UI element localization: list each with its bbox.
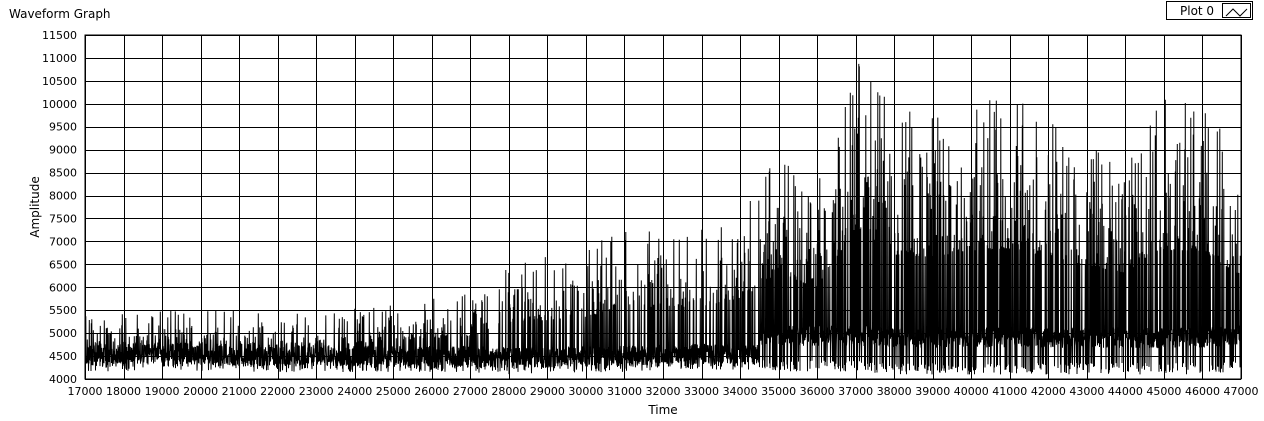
plot-legend[interactable]: Plot 0 bbox=[1166, 1, 1253, 20]
waveform-trace bbox=[84, 63, 1242, 375]
x-tick-label: 33000 bbox=[684, 385, 719, 398]
line-plot-icon[interactable] bbox=[1222, 3, 1251, 18]
y-tick-label: 10000 bbox=[42, 98, 77, 111]
x-tick-label: 44000 bbox=[1108, 385, 1143, 398]
x-tick-label: 46000 bbox=[1185, 385, 1220, 398]
x-tick-label: 20000 bbox=[183, 385, 218, 398]
y-tick-label: 4500 bbox=[49, 350, 77, 363]
y-tick-label: 4000 bbox=[49, 373, 77, 386]
y-tick-label: 11000 bbox=[42, 52, 77, 65]
x-tick-label: 43000 bbox=[1069, 385, 1104, 398]
x-axis-ticks: 17000 18000 19000 20000 21000 22000 23000 24000… bbox=[68, 385, 1259, 398]
x-tick-label: 18000 bbox=[106, 385, 141, 398]
y-tick-label: 10500 bbox=[42, 75, 77, 88]
y-tick-label: 8500 bbox=[49, 167, 77, 180]
y-tick-label: 11500 bbox=[42, 29, 77, 42]
x-tick-label: 45000 bbox=[1146, 385, 1181, 398]
x-tick-label: 22000 bbox=[260, 385, 295, 398]
x-tick-label: 40000 bbox=[954, 385, 989, 398]
legend-label: Plot 0 bbox=[1180, 4, 1215, 18]
plot-area-frame bbox=[84, 34, 1242, 380]
x-tick-label: 41000 bbox=[992, 385, 1027, 398]
y-tick-label: 9000 bbox=[49, 144, 77, 157]
y-tick-label: 9500 bbox=[49, 121, 77, 134]
x-tick-label: 25000 bbox=[376, 385, 411, 398]
y-tick-label: 6000 bbox=[49, 281, 77, 294]
x-tick-label: 32000 bbox=[646, 385, 681, 398]
x-tick-label: 28000 bbox=[491, 385, 526, 398]
y-tick-label: 7000 bbox=[49, 235, 77, 248]
x-tick-label: 30000 bbox=[568, 385, 603, 398]
y-tick-label: 8000 bbox=[49, 190, 77, 203]
y-axis-label: Amplitude bbox=[28, 176, 42, 238]
x-tick-label: 37000 bbox=[838, 385, 873, 398]
x-tick-label: 36000 bbox=[800, 385, 835, 398]
x-tick-label: 31000 bbox=[607, 385, 642, 398]
x-tick-label: 42000 bbox=[1031, 385, 1066, 398]
y-tick-label: 5500 bbox=[49, 304, 77, 317]
x-tick-label: 38000 bbox=[877, 385, 912, 398]
x-tick-label: 39000 bbox=[915, 385, 950, 398]
y-tick-label: 6500 bbox=[49, 258, 77, 271]
y-axis-ticks: 4000 4500 5000 5500 6000 6500 7000 7500 8000 8500… bbox=[42, 29, 77, 386]
y-tick-label: 7500 bbox=[49, 212, 77, 225]
x-tick-label: 34000 bbox=[723, 385, 758, 398]
graph-title: Waveform Graph bbox=[9, 7, 111, 21]
x-tick-label: 27000 bbox=[453, 385, 488, 398]
x-tick-label: 29000 bbox=[530, 385, 565, 398]
y-tick-label: 5000 bbox=[49, 327, 77, 340]
x-axis-label: Time bbox=[647, 403, 677, 417]
x-tick-label: 47000 bbox=[1224, 385, 1259, 398]
x-tick-label: 21000 bbox=[222, 385, 257, 398]
x-tick-label: 26000 bbox=[414, 385, 449, 398]
x-tick-label: 23000 bbox=[299, 385, 334, 398]
x-tick-label: 35000 bbox=[761, 385, 796, 398]
x-tick-label: 24000 bbox=[337, 385, 372, 398]
x-tick-label: 19000 bbox=[145, 385, 180, 398]
x-tick-label: 17000 bbox=[68, 385, 103, 398]
